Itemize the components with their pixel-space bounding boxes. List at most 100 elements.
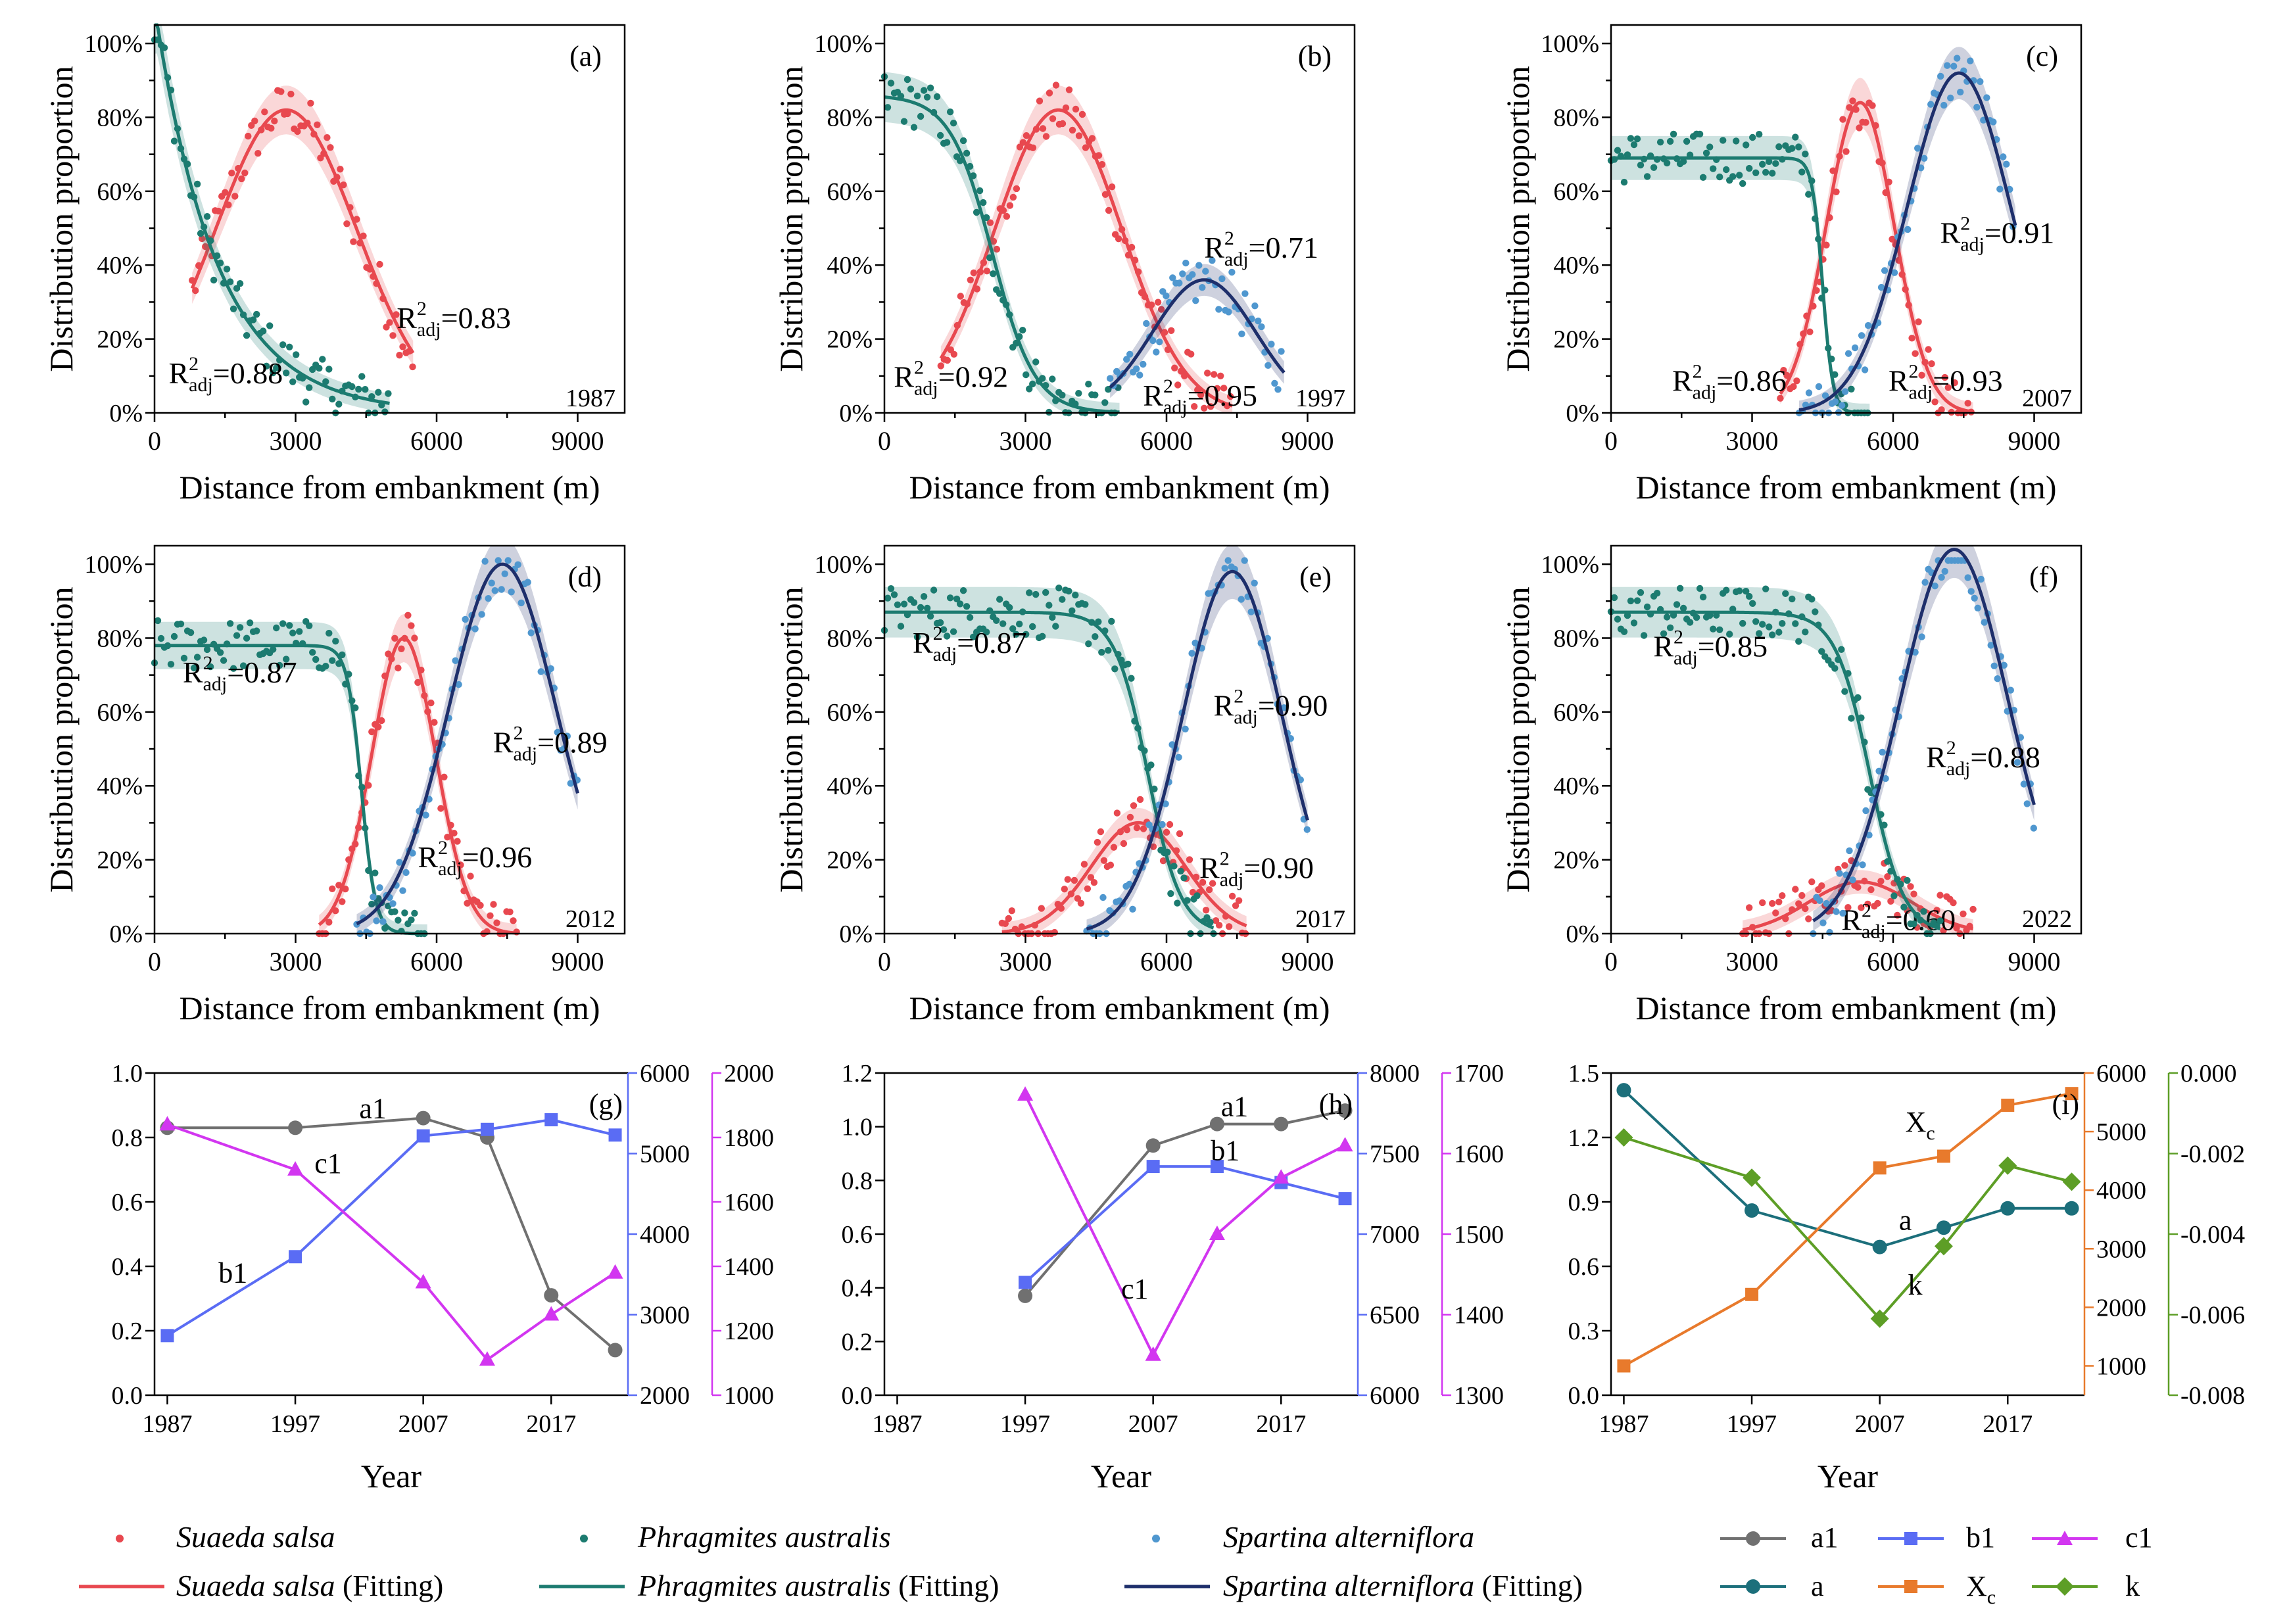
data-point-phragmites <box>1023 631 1030 638</box>
data-point-phragmites <box>1802 151 1809 158</box>
year-label: 2007 <box>2022 385 2072 412</box>
r2-label-phragmites: R2 adj=0.87 <box>913 623 1027 665</box>
data-point-phragmites <box>1643 173 1651 180</box>
data-point-phragmites <box>306 622 313 629</box>
data-point-phragmites <box>1174 899 1181 907</box>
data-point-phragmites <box>177 620 185 628</box>
data-point-phragmites <box>917 604 925 611</box>
data-point-spartina <box>1169 274 1176 281</box>
data-point-spartina <box>1202 268 1209 275</box>
data-point-phragmites <box>1193 892 1201 899</box>
y-tick-label: 60% <box>1553 699 1599 727</box>
data-point-phragmites <box>355 385 362 393</box>
data-point-phragmites <box>1812 608 1819 615</box>
data-point-suaeda <box>427 699 435 707</box>
data-point-phragmites <box>1637 589 1645 596</box>
data-point-suaeda <box>1933 907 1940 914</box>
marker-Xc <box>1873 1161 1887 1175</box>
data-point-phragmites <box>239 662 247 669</box>
data-point-phragmites <box>920 593 928 600</box>
data-point-spartina <box>1967 588 1975 595</box>
data-point-suaeda <box>1205 886 1213 894</box>
data-point-spartina <box>1823 899 1830 907</box>
marker-b1 <box>289 1250 302 1264</box>
y-tick-label: 0% <box>1566 920 1599 948</box>
data-point-spartina <box>488 579 495 586</box>
data-point-phragmites <box>332 638 339 645</box>
year-label: 2022 <box>2022 905 2072 933</box>
y-tick-label: 20% <box>827 326 873 354</box>
data-point-phragmites <box>203 213 211 220</box>
y-tick-label: 80% <box>97 104 143 131</box>
data-point-spartina <box>1159 821 1166 828</box>
data-point-spartina <box>379 918 387 925</box>
marker-a <box>1745 1203 1760 1218</box>
right-tick-label-2: 1800 <box>724 1124 774 1152</box>
data-point-phragmites <box>933 93 941 101</box>
data-point-suaeda <box>1746 904 1753 911</box>
data-point-phragmites <box>263 362 270 370</box>
data-point-phragmites <box>411 909 418 917</box>
data-point-phragmites <box>950 120 957 127</box>
data-point-spartina <box>1851 344 1859 352</box>
panel-label: (d) <box>568 561 602 593</box>
legend-xc-marker <box>1904 1580 1917 1593</box>
data-point-phragmites <box>1752 169 1760 176</box>
y-tick-label: 100% <box>814 30 873 58</box>
data-point-phragmites <box>381 408 389 416</box>
data-point-phragmites <box>1055 585 1063 592</box>
data-point-phragmites <box>1676 585 1684 592</box>
data-point-suaeda <box>1074 895 1082 902</box>
x-tick-label: 6000 <box>1140 426 1193 456</box>
data-point-phragmites <box>887 585 895 592</box>
data-point-spartina <box>399 887 406 894</box>
marker-b1 <box>608 1128 622 1142</box>
x-tick-label: 2017 <box>526 1410 576 1438</box>
right-tick-label-2: 1600 <box>724 1189 774 1216</box>
data-point-suaeda <box>287 90 295 98</box>
fit-line-suaeda <box>1742 880 1974 932</box>
data-point-phragmites <box>940 626 948 633</box>
data-point-phragmites <box>276 661 283 669</box>
data-point-phragmites <box>959 137 967 145</box>
data-point-phragmites <box>1640 632 1648 639</box>
x-tick-label: 3000 <box>999 426 1052 456</box>
x-axis-title: Year <box>1818 1458 1878 1494</box>
legend-phragmites-point-label: Phragmites australis <box>637 1520 891 1554</box>
data-point-phragmites <box>936 619 944 627</box>
x-tick-label: 9000 <box>552 947 604 976</box>
data-point-suaeda <box>1884 873 1891 880</box>
data-point-phragmites <box>220 657 228 664</box>
data-point-phragmites <box>1660 630 1668 637</box>
marker-b1 <box>416 1129 430 1143</box>
data-point-suaeda <box>1918 371 1925 379</box>
data-point-phragmites <box>312 656 320 663</box>
data-point-spartina <box>1225 308 1232 316</box>
data-point-spartina <box>1931 583 1938 590</box>
data-point-suaeda <box>1937 892 1944 899</box>
data-point-spartina <box>537 668 544 675</box>
right-tick-label-2: 1700 <box>1454 1060 1504 1087</box>
data-point-spartina <box>481 558 489 565</box>
marker-Xc <box>1937 1149 1950 1163</box>
panel-g: a1 b1 c1 0.0 0.2 0.4 0.6 0.8 1.0 2000 3000 4000 5000… <box>112 1060 775 1494</box>
data-point-suaeda <box>1107 861 1115 869</box>
data-point-phragmites <box>187 629 195 636</box>
data-point-phragmites <box>1759 621 1766 628</box>
data-point-suaeda <box>1166 821 1174 828</box>
fit-line-phragmites <box>155 23 390 405</box>
y-tick-label: 80% <box>827 104 873 131</box>
data-point-phragmites <box>1666 137 1674 145</box>
panel-c: R2 adj=0.93 R2 adj=0.86 R2 adj=0.91 0% 20% 40% 60… <box>1499 24 2082 506</box>
data-point-spartina <box>1123 356 1130 363</box>
data-point-phragmites <box>266 322 274 329</box>
right-tick-label-1: 5000 <box>640 1141 690 1168</box>
data-point-phragmites <box>1679 158 1687 165</box>
data-point-spartina <box>1241 557 1248 564</box>
data-point-suaeda <box>261 108 268 116</box>
data-point-suaeda <box>1950 899 1957 907</box>
year-label: 2017 <box>1295 905 1345 933</box>
chart-panels: R2 adj=0.83 R2 adj=0.88 0% 20% 40% 60% 80% 100% 0 3… <box>43 23 2245 1494</box>
data-point-phragmites <box>1769 631 1776 638</box>
r2-label-suaeda: R2 adj=0.90 <box>1199 848 1314 891</box>
